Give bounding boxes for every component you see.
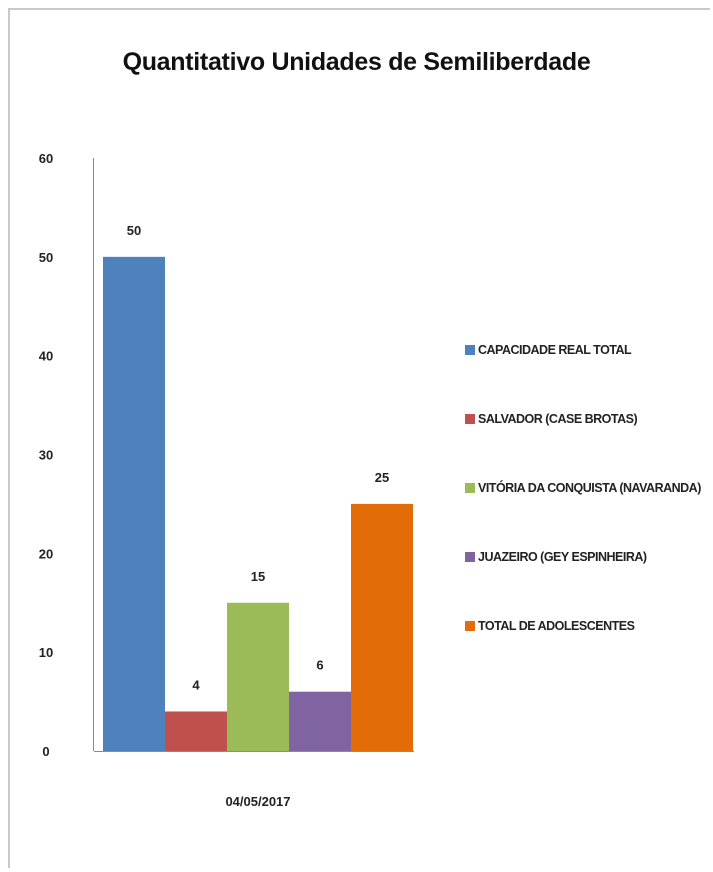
legend-swatch [465,345,475,355]
legend-label: SALVADOR (CASE BROTAS) [478,412,638,426]
bar-group [103,256,413,751]
bar-value-label: 25 [375,470,389,485]
x-category-label: 04/05/2017 [225,794,290,809]
bar [103,256,165,751]
bar-value-label: 15 [251,569,265,584]
bar-value-label: 4 [192,677,200,692]
bar [165,711,227,751]
legend-swatch [465,621,475,631]
y-tick-label: 10 [39,645,53,660]
data-labels: 50 4 15 6 25 [127,223,389,693]
legend-item: SALVADOR (CASE BROTAS) [465,409,638,429]
legend-swatch [465,483,475,493]
bar [351,503,413,751]
chart-title: Quantitativo Unidades de Semiliberdade [122,48,591,76]
legend-label: JUAZEIRO (GEY ESPINHEIRA) [478,550,647,564]
legend-label: CAPACIDADE REAL TOTAL [478,343,632,357]
bar-value-label: 6 [316,658,323,673]
legend-swatch [465,552,475,562]
legend-item: CAPACIDADE REAL TOTAL [465,340,632,360]
legend-label: TOTAL DE ADOLESCENTES [478,619,635,633]
legend-item: JUAZEIRO (GEY ESPINHEIRA) [465,547,647,567]
legend-item: VITÓRIA DA CONQUISTA (NAVARANDA) [465,478,701,498]
y-tick-label: 30 [39,448,53,463]
bar-value-label: 50 [127,223,141,238]
legend-label: VITÓRIA DA CONQUISTA (NAVARANDA) [478,481,701,495]
bar [289,691,351,751]
y-tick-label: 0 [42,744,49,759]
legend-item: TOTAL DE ADOLESCENTES [465,616,635,636]
bar [227,602,289,751]
legend-swatch [465,414,475,424]
y-tick-label: 60 [39,151,53,166]
y-tick-label: 50 [39,250,53,265]
y-tick-label: 40 [39,349,53,364]
y-axis-ticks: 0 10 20 30 40 50 60 [39,151,53,759]
y-tick-label: 20 [39,546,53,561]
